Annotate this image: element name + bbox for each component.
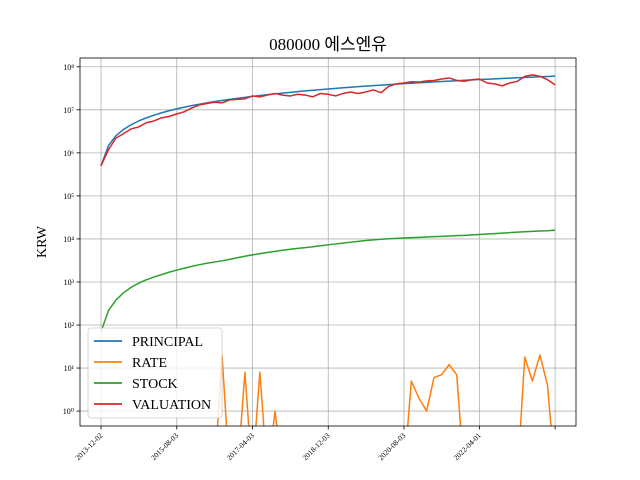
y-tick-label: 10² <box>64 321 75 330</box>
legend-box <box>87 327 223 419</box>
y-axis-label: KRW <box>35 225 50 258</box>
y-tick-label: 10¹ <box>64 364 75 373</box>
legend-label: PRINCIPAL <box>132 335 203 350</box>
y-tick-label: 10⁷ <box>63 106 74 115</box>
y-tick-label: 10³ <box>64 278 75 287</box>
series-line <box>100 74 556 167</box>
legend-label: STOCK <box>132 377 178 392</box>
legend-label: VALUATION <box>132 398 211 413</box>
series-line <box>100 229 556 332</box>
y-tick-label: 10⁸ <box>63 63 74 72</box>
chart-title: 080000 에스엔유 <box>269 35 387 54</box>
y-tick-label: 10⁰ <box>63 407 74 416</box>
y-tick-label: 10⁶ <box>63 149 74 158</box>
y-tick-label: 10⁵ <box>63 192 74 201</box>
legend-label: RATE <box>132 356 167 371</box>
plot-area <box>100 74 556 426</box>
y-tick-label: 10⁴ <box>63 235 74 244</box>
legend: PRINCIPAL RATE STOCK VALUATION <box>87 327 223 419</box>
